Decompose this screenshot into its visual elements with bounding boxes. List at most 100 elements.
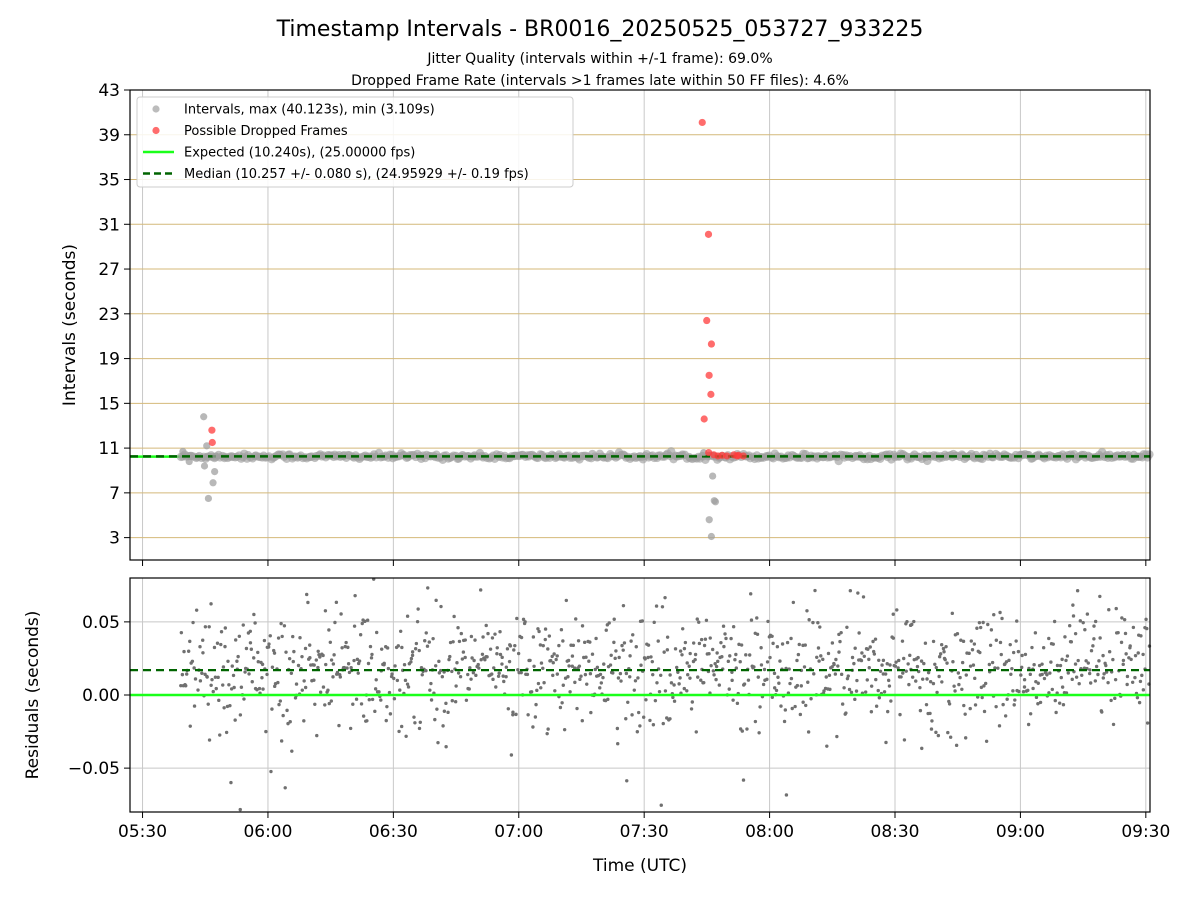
residual-point (390, 672, 394, 676)
residual-point (943, 657, 947, 662)
residual-point (542, 681, 546, 685)
residual-point (861, 595, 866, 599)
residual-point (790, 706, 794, 711)
residual-point (382, 661, 386, 665)
residual-point (470, 656, 474, 660)
residual-point (314, 658, 319, 662)
residual-point (300, 688, 304, 692)
residual-point (785, 640, 790, 645)
residual-point (452, 614, 456, 619)
residual-point (1005, 697, 1009, 701)
residual-point (373, 709, 377, 714)
residual-point (531, 635, 536, 639)
residual-point (580, 624, 585, 628)
residual-point (683, 640, 688, 645)
residual-point (448, 640, 453, 645)
residual-point (1026, 688, 1030, 693)
residual-point (535, 688, 539, 693)
residual-point (646, 655, 650, 660)
x-tick-label: 09:30 (1121, 822, 1170, 842)
residual-point (1114, 606, 1118, 611)
residual-point (656, 639, 660, 643)
residual-point (351, 702, 355, 706)
residual-point (727, 687, 731, 691)
residual-point (345, 666, 349, 670)
residual-point (1085, 612, 1090, 616)
residual-point (343, 644, 347, 649)
y-tick-label: 0.00 (82, 686, 120, 706)
residual-point (807, 618, 811, 622)
residual-point (1111, 722, 1116, 727)
residual-point (833, 672, 838, 676)
residual-point (828, 687, 832, 692)
residual-point (324, 662, 328, 667)
residual-point (910, 622, 914, 627)
residual-point (813, 588, 817, 593)
dropped-frame-point (707, 390, 715, 398)
residual-point (539, 661, 544, 665)
residual-point (429, 698, 434, 702)
residual-point (738, 660, 742, 664)
residual-point (346, 662, 351, 666)
residual-point (546, 727, 550, 731)
residual-point (256, 660, 260, 664)
residual-point (293, 696, 298, 700)
residual-point (622, 641, 627, 645)
residual-point (1019, 673, 1023, 677)
residual-point (885, 662, 889, 666)
residual-point (1073, 662, 1078, 666)
dropped-frame-point (208, 426, 216, 434)
residual-point (357, 659, 362, 663)
residual-point (1008, 642, 1012, 647)
residual-point (878, 669, 883, 673)
residual-point (998, 640, 1003, 645)
residual-point (1021, 690, 1026, 694)
residual-point (928, 680, 933, 684)
residual-point (242, 697, 246, 701)
residual-point (716, 659, 720, 664)
residual-point (1011, 689, 1015, 693)
residual-point (939, 643, 944, 647)
residual-point (695, 617, 699, 621)
residual-point (950, 611, 955, 616)
residual-point (1022, 678, 1027, 682)
residual-point (587, 659, 591, 663)
residual-point (570, 654, 575, 658)
residual-point (774, 688, 779, 693)
residual-point (940, 680, 944, 684)
residual-point (306, 600, 310, 605)
residual-point (483, 657, 487, 662)
residual-point (682, 646, 687, 651)
residual-point (883, 672, 888, 676)
residual-point (1040, 662, 1044, 666)
residual-point (1106, 680, 1110, 685)
residual-point (420, 673, 424, 677)
residual-point (356, 671, 360, 675)
residual-point (223, 626, 228, 630)
residual-point (497, 671, 501, 675)
residual-point (795, 658, 799, 663)
residual-point (566, 675, 570, 679)
dropped-frame-point (739, 452, 747, 460)
residual-point (1030, 645, 1034, 650)
residual-point (1100, 710, 1104, 714)
residual-point (1009, 672, 1013, 676)
residual-point (963, 736, 968, 740)
residual-point (968, 664, 973, 668)
residual-point (946, 730, 950, 735)
residual-point (354, 697, 359, 701)
residual-point (238, 807, 242, 812)
residual-point (305, 592, 309, 597)
residual-point (729, 636, 733, 641)
y-tick-label: 35 (98, 171, 120, 191)
residual-point (338, 675, 343, 679)
residual-point (468, 666, 472, 670)
residual-point (824, 675, 828, 679)
residual-point (635, 730, 640, 734)
residual-point (1101, 676, 1106, 680)
residual-point (384, 718, 388, 723)
residual-point (1083, 628, 1087, 632)
residual-point (337, 723, 341, 728)
residual-point (551, 661, 555, 665)
residual-point (1077, 682, 1081, 686)
